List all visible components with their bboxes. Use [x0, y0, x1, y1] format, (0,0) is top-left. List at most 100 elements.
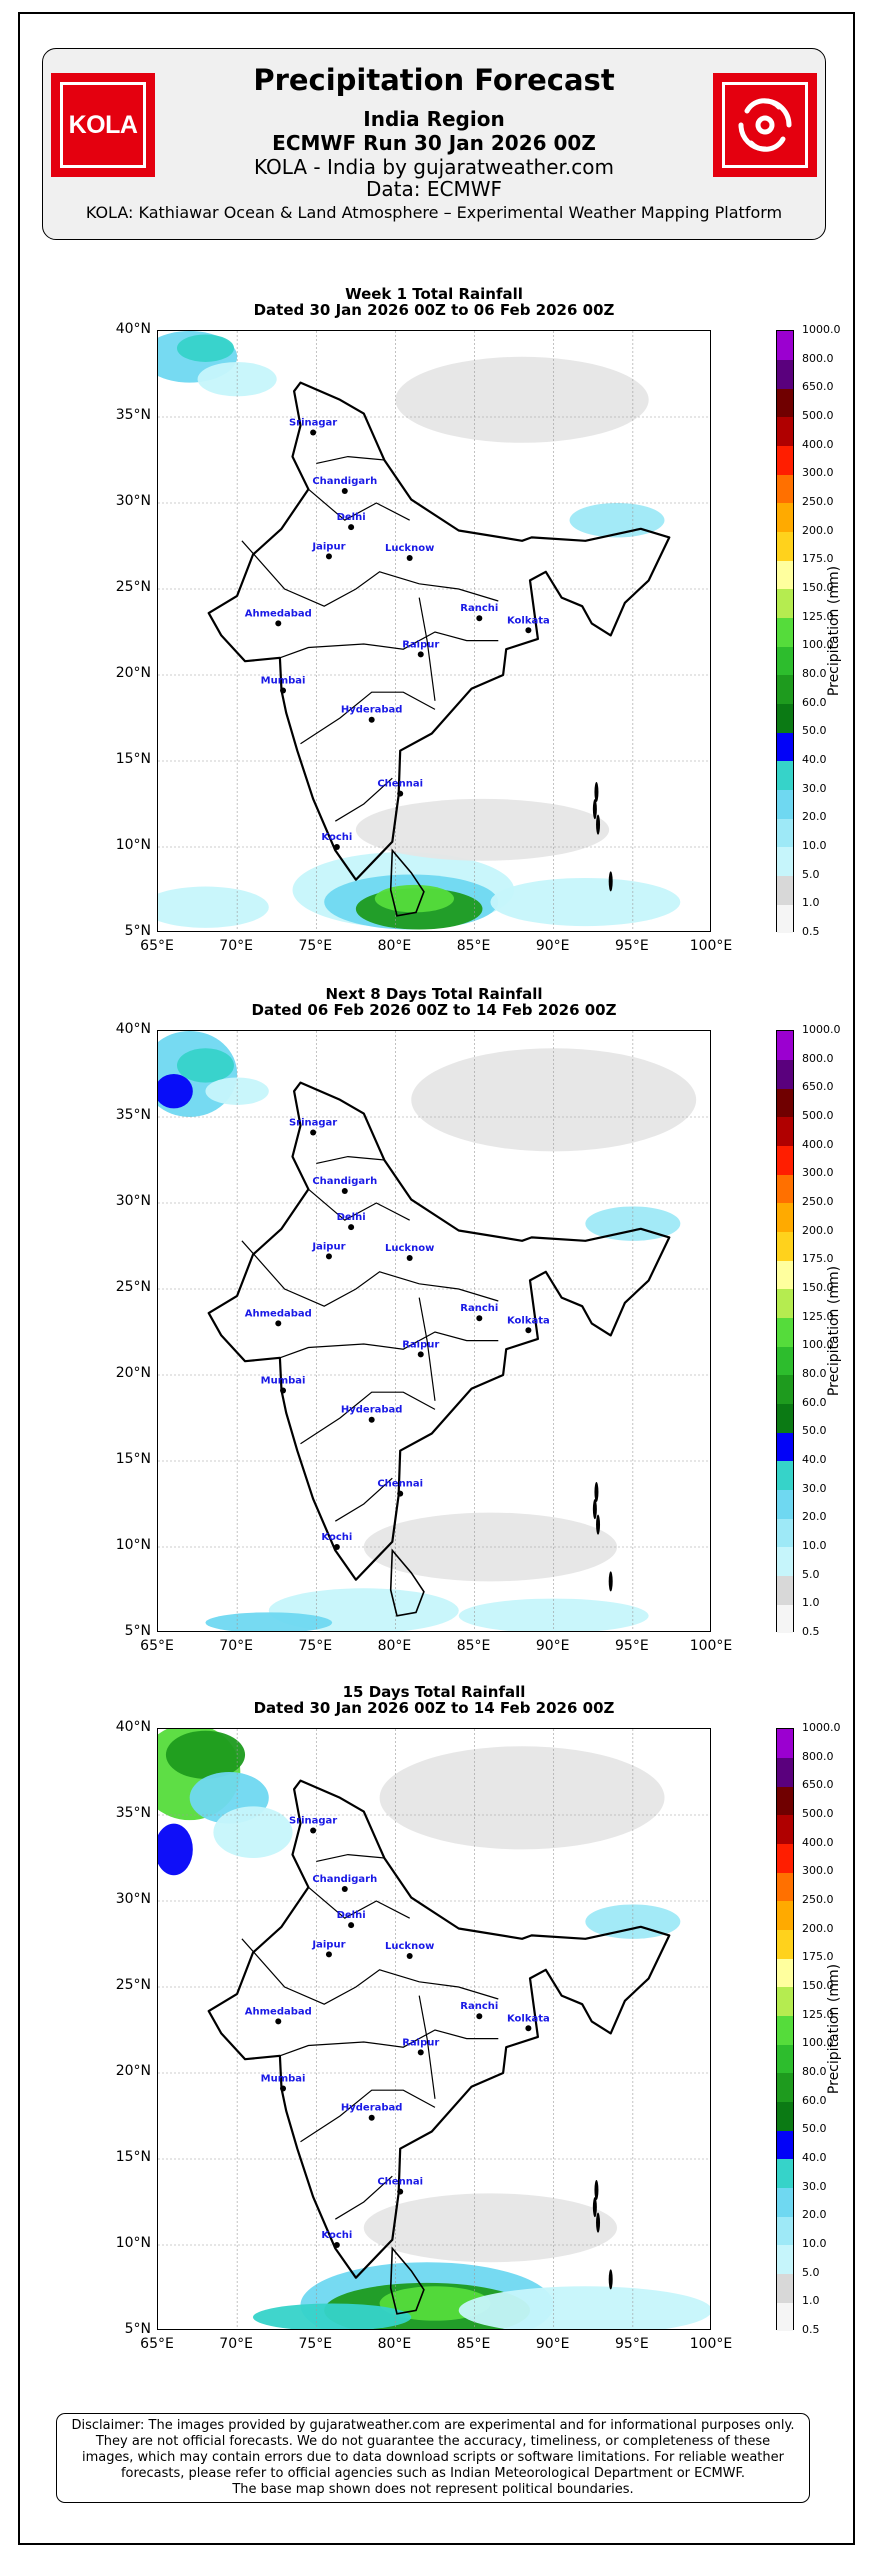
city-label: Chennai — [377, 2177, 423, 2188]
island-marker — [594, 2179, 599, 2200]
lon-tick-label: 85°E — [456, 1638, 491, 1654]
colorbar-level-label: 0.5 — [802, 2323, 820, 2336]
colorbar-level-label: 175.0 — [802, 552, 834, 566]
colorbar-segment — [777, 847, 793, 877]
colorbar-level-label: 650.0 — [802, 380, 834, 394]
city-label: Lucknow — [385, 1243, 434, 1254]
colorbar-level-label: 300.0 — [802, 466, 834, 480]
colorbar-level-label: 40.0 — [802, 753, 827, 766]
colorbar-level-label: 100.0 — [802, 2036, 834, 2050]
lon-tick-label: 85°E — [456, 2336, 491, 2352]
lon-tick-label: 100°E — [689, 1638, 733, 1654]
region-label: India Region — [363, 107, 505, 131]
city-marker — [368, 2114, 375, 2121]
panel-title: Next 8 Days Total Rainfall — [325, 985, 543, 1003]
colorbar-level-label: 150.0 — [802, 581, 834, 594]
city-label: Ahmedabad — [245, 2006, 312, 2017]
island-marker — [592, 2197, 597, 2218]
colorbar-level-label: 5.0 — [802, 1567, 820, 1581]
state-boundary — [334, 2175, 393, 2220]
lat-tick-label: 25°N — [115, 1977, 151, 1993]
colorbar-segment — [777, 503, 793, 533]
city-label: Kochi — [321, 832, 352, 843]
colorbar-level-label: 300.0 — [802, 1166, 834, 1180]
disclaimer-line: They are not official forecasts. We do n… — [95, 2434, 771, 2449]
colorbar-level-label: 175.0 — [802, 1950, 834, 1964]
city-label: Chennai — [377, 1479, 423, 1490]
colorbar-level-label: 60.0 — [802, 695, 827, 709]
island-marker — [608, 1571, 613, 1592]
colorbar-segment — [777, 1231, 793, 1261]
state-boundary — [334, 1477, 393, 1522]
colorbar-level-label: 400.0 — [802, 1137, 834, 1151]
colorbar-level-label: 10.0 — [802, 2237, 827, 2250]
colorbar-level-label: 150.0 — [802, 1281, 834, 1294]
colorbar-segment — [777, 531, 793, 561]
colorbar-level-label: 175.0 — [802, 1252, 834, 1266]
colorbar-level-label: 300.0 — [802, 1864, 834, 1878]
city-marker — [397, 790, 404, 797]
city-label: Hyderabad — [341, 705, 403, 716]
state-boundary — [279, 2029, 499, 2057]
city-marker — [417, 651, 424, 658]
lon-tick-label: 80°E — [377, 1638, 412, 1654]
colorbar-segment — [777, 1403, 793, 1433]
lat-tick-label: 30°N — [115, 493, 151, 509]
island-marker — [592, 799, 597, 820]
run-label: ECMWF Run 30 Jan 2026 00Z — [272, 131, 596, 155]
island-marker — [594, 1481, 599, 1502]
city-marker — [348, 1922, 355, 1929]
colorbar-level-label: 20.0 — [802, 1510, 827, 1524]
colorbar-segment — [777, 2245, 793, 2275]
map-canvas: Srinagar Chandigarh Delhi Jaipur Lucknow Ahme… — [158, 331, 710, 931]
rainfall-area — [490, 877, 681, 927]
lon-tick-label: 65°E — [140, 2336, 174, 2352]
city-marker — [310, 429, 317, 436]
city-marker — [417, 2049, 424, 2056]
rainfall-area — [379, 1746, 665, 1850]
city-marker — [476, 2013, 483, 2020]
lon-tick-label: 70°E — [219, 1638, 253, 1654]
rainfall-area — [165, 1730, 246, 1779]
colorbar-segment — [777, 1260, 793, 1290]
colorbar-segment — [777, 761, 793, 791]
lat-tick-label: 30°N — [115, 1193, 151, 1209]
colorbar-segment — [777, 1547, 793, 1577]
precipitation-map: Srinagar Chandigarh Delhi Jaipur Lucknow Ahme… — [157, 1728, 711, 2330]
lon-tick-label: 70°E — [219, 938, 253, 954]
city-label: Raipur — [402, 1339, 439, 1350]
city-label: Chandigarh — [312, 476, 377, 487]
lat-tick-label: 20°N — [115, 665, 151, 681]
colorbar-level-label: 1000.0 — [802, 323, 841, 336]
lat-tick-label: 5°N — [124, 923, 151, 939]
colorbar-level-label: 250.0 — [802, 495, 834, 508]
city-marker — [417, 1351, 424, 1358]
state-boundary — [300, 691, 436, 745]
island-marker — [608, 871, 613, 892]
city-marker — [280, 1387, 287, 1394]
lon-tick-label: 75°E — [298, 1638, 333, 1654]
state-boundary — [418, 597, 436, 701]
colorbar-segment — [777, 1757, 793, 1787]
colorbar-level-label: 500.0 — [802, 1807, 834, 1820]
lat-tick-label: 25°N — [115, 579, 151, 595]
rainfall-area — [252, 2303, 412, 2329]
colorbar-segment — [777, 904, 793, 934]
colorbar-level-label: 400.0 — [802, 1835, 834, 1849]
city-marker — [406, 1953, 413, 1960]
colorbar-segment — [777, 1031, 793, 1061]
colorbar-level-label: 60.0 — [802, 1395, 827, 1409]
city-marker — [341, 487, 348, 494]
rainfall-area — [363, 2193, 618, 2263]
colorbar-segment — [777, 388, 793, 418]
city-label: Ranchi — [460, 2001, 498, 2012]
colorbar-level-label: 0.5 — [802, 1625, 820, 1638]
colorbar-segment — [777, 1289, 793, 1319]
lat-tick-label: 5°N — [124, 1623, 151, 1639]
colorbar-level-label: 200.0 — [802, 1921, 834, 1935]
colorbar-level-label: 30.0 — [802, 2179, 827, 2193]
island-marker — [596, 2212, 601, 2233]
kola-logo-text: KOLA — [68, 111, 138, 139]
city-marker — [325, 553, 332, 560]
panel-subtitle: Dated 30 Jan 2026 00Z to 14 Feb 2026 00Z — [253, 1699, 615, 1717]
